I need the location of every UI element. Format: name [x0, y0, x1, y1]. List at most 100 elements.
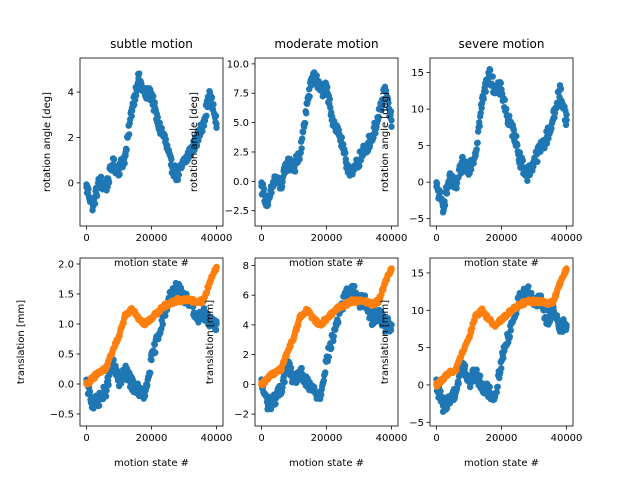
- x-tick-label: 40000: [376, 233, 408, 244]
- data-point: [116, 171, 123, 178]
- data-point: [86, 388, 94, 395]
- data-point: [482, 88, 489, 95]
- data-point: [287, 343, 294, 350]
- data-point: [548, 125, 555, 132]
- data-point: [123, 146, 130, 154]
- data-point: [534, 158, 541, 165]
- data-point: [278, 183, 286, 190]
- data-point: [279, 178, 286, 185]
- data-point: [342, 155, 350, 163]
- data-point: [159, 321, 166, 328]
- data-point: [105, 179, 113, 186]
- y-tick-label: −5: [409, 418, 424, 429]
- data-point: [327, 104, 334, 111]
- data-point: [338, 134, 346, 141]
- data-point: [212, 112, 220, 120]
- data-point: [388, 266, 395, 273]
- x-tick-label: 0: [258, 233, 264, 244]
- data-point: [268, 189, 275, 196]
- y-tick-label: 1.0: [58, 320, 74, 331]
- y-tick-label: 0: [418, 178, 424, 189]
- data-point: [132, 92, 140, 99]
- data-point: [543, 140, 551, 147]
- x-axis-label: motion state #: [464, 258, 539, 269]
- panel-2: 0 20000 40000 −2.5 0.0 2.5 5.0 7.5 10.0 motion st…: [189, 37, 407, 269]
- data-point: [210, 101, 217, 108]
- data-point: [298, 145, 305, 152]
- y-tick-label: 0: [418, 380, 424, 391]
- chart-title: moderate motion: [274, 37, 378, 51]
- y-tick-label: 2: [243, 350, 249, 361]
- x-tick-label: 0: [433, 233, 439, 244]
- y-tick-label: 6: [243, 291, 249, 302]
- data-point: [441, 201, 449, 209]
- x-axis-label: motion state #: [114, 258, 189, 269]
- y-tick-label: −2: [234, 410, 249, 421]
- series-2-points: [433, 265, 570, 390]
- y-axis-label: translation [mm]: [16, 300, 27, 384]
- data-point: [193, 142, 201, 149]
- data-point: [91, 200, 99, 207]
- data-point: [152, 349, 159, 356]
- data-point: [313, 72, 320, 79]
- data-point: [298, 135, 306, 142]
- y-axis-label: rotation angle [deg]: [42, 92, 53, 192]
- data-point: [476, 372, 484, 379]
- data-point: [476, 122, 483, 130]
- data-point: [524, 177, 531, 184]
- data-point: [546, 318, 554, 325]
- data-point: [267, 405, 275, 413]
- data-point: [199, 128, 206, 135]
- data-point: [95, 402, 103, 409]
- series-2-points: [83, 263, 220, 388]
- data-point: [510, 127, 517, 134]
- data-point: [324, 83, 331, 91]
- data-point: [387, 108, 395, 115]
- y-tick-label: 8: [243, 261, 249, 272]
- data-point: [378, 106, 385, 114]
- data-point: [162, 312, 169, 319]
- data-point: [260, 185, 268, 192]
- data-point: [562, 121, 570, 129]
- y-tick-label: 1.5: [58, 290, 74, 301]
- data-point: [168, 156, 175, 163]
- data-point: [156, 119, 163, 127]
- panel-3: 0 20000 40000 −5 0 5 10 15 motion state # rotatio…: [380, 37, 582, 269]
- series-1-points: [433, 65, 570, 216]
- data-point: [141, 393, 148, 400]
- panel-1: 0 20000 40000 0 2 4 motion state # rotation ang…: [42, 37, 232, 269]
- x-tick-label: 40000: [201, 233, 233, 244]
- y-tick-label: 10: [411, 105, 424, 116]
- data-point: [356, 162, 363, 170]
- y-axis-label: rotation angle [deg]: [380, 92, 391, 192]
- y-tick-label: 4: [243, 320, 249, 331]
- data-point: [498, 365, 505, 372]
- y-tick-label: −2.5: [225, 206, 249, 217]
- data-point: [213, 264, 220, 271]
- data-point: [102, 393, 110, 400]
- data-point: [154, 114, 161, 121]
- data-point: [497, 79, 504, 87]
- data-point: [296, 156, 303, 163]
- data-point: [443, 405, 451, 412]
- data-point: [203, 112, 210, 120]
- data-point: [187, 151, 195, 159]
- data-point: [503, 105, 510, 113]
- y-tick-label: 0.5: [58, 350, 74, 361]
- data-point: [382, 87, 390, 94]
- y-tick-label: 2.5: [233, 147, 249, 158]
- y-tick-label: 5: [418, 343, 424, 354]
- data-point: [212, 326, 220, 334]
- data-point: [478, 104, 485, 112]
- data-point: [519, 157, 527, 164]
- chart-title: subtle motion: [110, 37, 193, 51]
- y-tick-label: 0.0: [233, 177, 249, 188]
- data-point: [507, 327, 514, 334]
- data-point: [279, 384, 286, 391]
- x-tick-label: 20000: [136, 233, 168, 244]
- data-point: [133, 87, 141, 94]
- data-point: [144, 381, 151, 389]
- data-point: [136, 70, 143, 77]
- x-axis-label: motion state #: [289, 458, 364, 469]
- data-point: [213, 124, 220, 131]
